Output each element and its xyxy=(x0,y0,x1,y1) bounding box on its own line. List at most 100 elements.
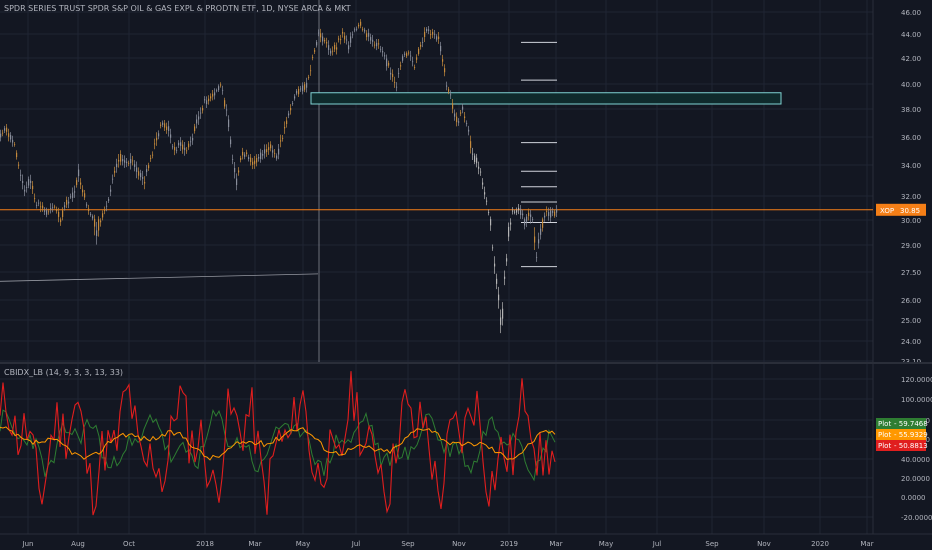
price-candle-body xyxy=(154,143,156,145)
price-candle-body xyxy=(118,159,120,162)
price-candle-body xyxy=(54,206,56,208)
x-tick-label: May xyxy=(599,540,613,548)
price-candle-body xyxy=(504,276,506,279)
price-candle-body xyxy=(106,205,108,207)
price-candle-body xyxy=(512,210,514,212)
price-candle-body xyxy=(238,170,240,173)
price-candle-body xyxy=(134,164,136,167)
price-candle-body xyxy=(552,210,554,213)
price-candle-body xyxy=(138,171,140,176)
price-candle-body xyxy=(264,149,266,154)
x-tick-label: Jul xyxy=(351,540,361,548)
price-candle-body xyxy=(320,33,322,38)
price-candle-body xyxy=(470,141,472,148)
price-candle-body xyxy=(480,171,482,173)
price-candle-body xyxy=(78,169,80,177)
price-candle-body xyxy=(336,47,338,50)
price-candle-body xyxy=(342,31,344,34)
price-candle-body xyxy=(332,50,334,52)
price-candle-body xyxy=(160,124,162,126)
price-candle-body xyxy=(52,207,54,209)
indicator-value-tag xyxy=(876,429,926,440)
price-candle-body xyxy=(178,142,180,146)
price-candle-body xyxy=(418,48,420,54)
price-candle-body xyxy=(120,154,122,162)
price-candle-body xyxy=(502,308,504,319)
price-candle-body xyxy=(466,123,468,124)
price-candle-body xyxy=(378,43,380,45)
price-candle-body xyxy=(24,189,26,192)
price-candle-body xyxy=(272,150,274,153)
price-candle-body xyxy=(542,219,544,228)
price-candle-body xyxy=(26,187,28,188)
price-candle-body xyxy=(486,200,488,202)
price-candle-body xyxy=(424,31,426,38)
price-candle-body xyxy=(224,100,226,107)
x-tick-label: Mar xyxy=(860,540,873,548)
trend-line xyxy=(0,273,319,282)
price-candle-body xyxy=(456,116,458,123)
price-candle-body xyxy=(256,157,258,163)
price-candle-body xyxy=(420,44,422,47)
price-pane xyxy=(0,0,873,362)
price-candle-body xyxy=(528,212,530,217)
price-candle-body xyxy=(316,42,318,46)
x-tick-label: Aug xyxy=(71,540,85,548)
last-price-value: 30.85 xyxy=(900,207,920,215)
price-candle-body xyxy=(338,38,340,40)
price-candle-body xyxy=(554,211,556,216)
price-candle-body xyxy=(244,154,246,157)
x-tick-label: Jul xyxy=(652,540,662,548)
indicator-series-name: Plot xyxy=(878,431,891,439)
price-candle-body xyxy=(538,239,540,244)
price-tick-label: 25.00 xyxy=(901,317,921,325)
price-candle-body xyxy=(262,154,264,156)
x-tick-label: Nov xyxy=(452,540,466,548)
indicator-tick-label: 100.0000 xyxy=(901,396,932,404)
price-candle-body xyxy=(64,205,66,208)
price-candle-body xyxy=(508,226,510,237)
price-candle-body xyxy=(312,57,314,59)
price-candle-body xyxy=(4,128,6,131)
price-candle-body xyxy=(376,42,378,47)
price-candle-body xyxy=(472,153,474,155)
price-candle-body xyxy=(250,157,252,162)
price-candle-body xyxy=(400,65,402,67)
price-candle-body xyxy=(296,90,298,94)
price-tick-label: 27.50 xyxy=(901,269,921,277)
price-candle-body xyxy=(392,74,394,78)
price-candle-body xyxy=(70,196,72,198)
price-candle-body xyxy=(194,126,196,132)
price-candle-body xyxy=(278,148,280,155)
price-candle-body xyxy=(140,173,142,178)
price-candle-body xyxy=(68,201,70,204)
price-candle-body xyxy=(346,39,348,41)
price-candle-body xyxy=(356,28,358,30)
price-candle-body xyxy=(274,152,276,154)
last-price-tag xyxy=(876,203,926,216)
price-candle-body xyxy=(294,96,296,99)
price-candle-body xyxy=(166,126,168,130)
price-candle-body xyxy=(20,174,22,176)
price-candle-body xyxy=(536,256,538,258)
price-candle-body xyxy=(44,210,46,212)
price-candle-body xyxy=(446,85,448,87)
price-candle-body xyxy=(468,129,470,132)
price-candle-body xyxy=(254,160,256,164)
price-candle-body xyxy=(240,158,242,161)
price-candle-body xyxy=(46,210,48,215)
indicator-value-tag xyxy=(876,440,926,451)
price-candle-body xyxy=(114,170,116,173)
price-candle-body xyxy=(300,88,302,90)
price-candle-body xyxy=(492,247,494,249)
price-candle-body xyxy=(442,59,444,62)
price-candle-body xyxy=(270,144,272,149)
price-candle-body xyxy=(302,85,304,92)
price-candle-body xyxy=(94,218,96,227)
price-candle-body xyxy=(170,134,172,138)
price-candle-body xyxy=(146,169,148,173)
price-candle-body xyxy=(40,206,42,208)
price-candle-body xyxy=(172,146,174,148)
price-candle-body xyxy=(298,88,300,95)
price-candle-body xyxy=(416,57,418,60)
